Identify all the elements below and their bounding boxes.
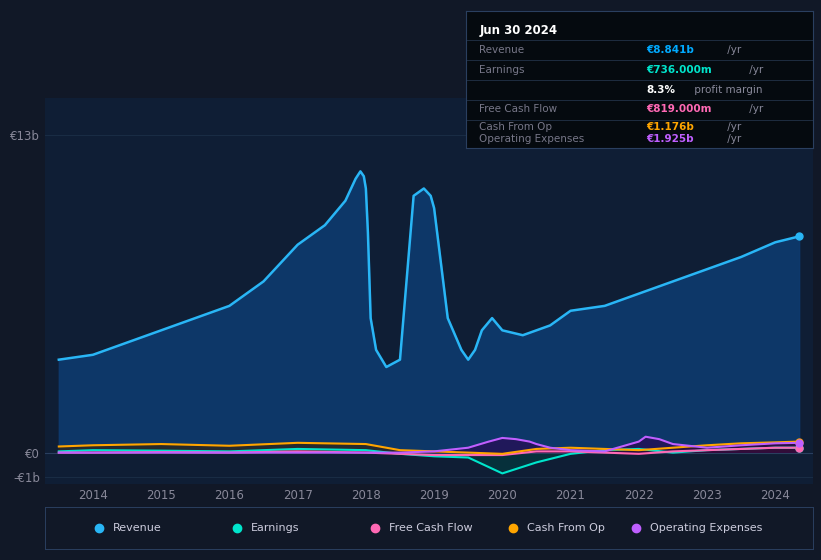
Text: 8.3%: 8.3% (646, 85, 675, 95)
Text: /yr: /yr (724, 134, 741, 144)
Text: profit margin: profit margin (690, 85, 762, 95)
Text: €8.841b: €8.841b (646, 45, 694, 55)
Text: Earnings: Earnings (251, 523, 300, 533)
Text: Operating Expenses: Operating Expenses (479, 134, 585, 144)
Text: Cash From Op: Cash From Op (479, 122, 553, 132)
Text: /yr: /yr (746, 104, 764, 114)
Text: Free Cash Flow: Free Cash Flow (479, 104, 557, 114)
Text: /yr: /yr (746, 65, 764, 75)
Text: €1.176b: €1.176b (646, 122, 694, 132)
Text: Operating Expenses: Operating Expenses (650, 523, 763, 533)
Text: Cash From Op: Cash From Op (527, 523, 605, 533)
Text: €736.000m: €736.000m (646, 65, 712, 75)
Text: Revenue: Revenue (112, 523, 162, 533)
Text: Jun 30 2024: Jun 30 2024 (479, 24, 557, 36)
Text: Free Cash Flow: Free Cash Flow (389, 523, 473, 533)
Text: €819.000m: €819.000m (646, 104, 712, 114)
Text: /yr: /yr (724, 122, 741, 132)
Text: Earnings: Earnings (479, 65, 525, 75)
Text: /yr: /yr (724, 45, 741, 55)
Text: Revenue: Revenue (479, 45, 525, 55)
Text: €1.925b: €1.925b (646, 134, 694, 144)
